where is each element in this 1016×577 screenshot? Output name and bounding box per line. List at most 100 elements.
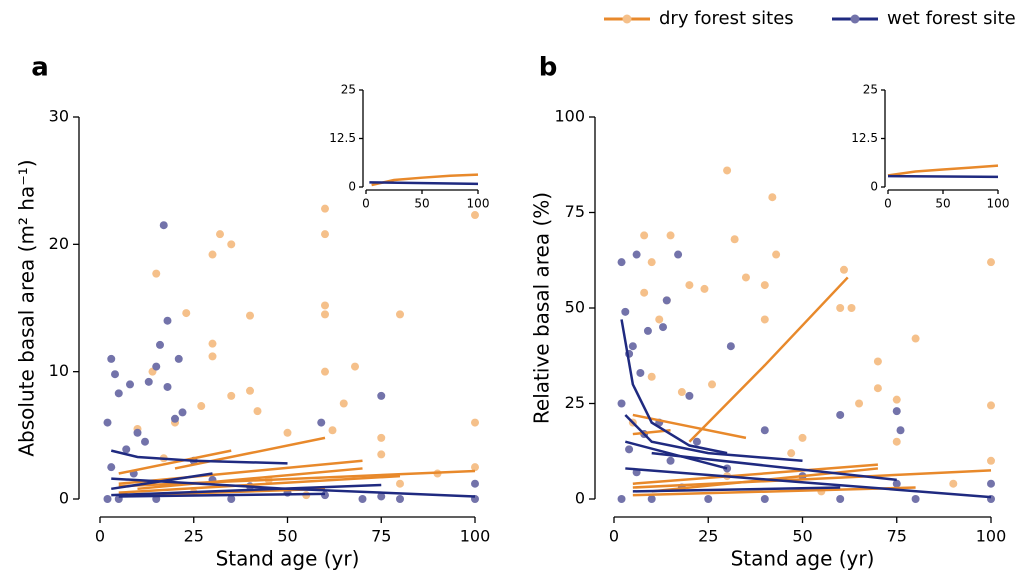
- y-axis-title: Absolute basal area (m² ha⁻¹): [15, 159, 39, 456]
- data-point: [836, 410, 845, 419]
- fit-line: [632, 486, 916, 497]
- data-point: [647, 495, 656, 503]
- fit-line: [632, 413, 747, 440]
- data-point: [182, 309, 191, 318]
- data-point: [208, 250, 217, 259]
- data-point: [659, 323, 668, 332]
- data-point: [227, 495, 236, 503]
- inset-y-tick-label: 25: [863, 83, 878, 97]
- data-point: [396, 310, 404, 319]
- data-point: [152, 269, 161, 278]
- x-tick-label: 25: [184, 527, 204, 546]
- x-axis-title: Stand age (yr): [731, 547, 875, 571]
- fit-line: [118, 459, 363, 485]
- data-point: [471, 211, 479, 220]
- data-point: [987, 456, 995, 465]
- data-point: [208, 352, 217, 361]
- data-point: [987, 258, 995, 267]
- data-point: [216, 230, 224, 239]
- data-point: [351, 362, 359, 371]
- data-point: [873, 384, 882, 393]
- y-tick-label: 30: [49, 107, 69, 126]
- data-point: [396, 495, 404, 503]
- data-point: [471, 479, 479, 488]
- data-point: [760, 495, 769, 503]
- data-point: [246, 386, 254, 395]
- data-point: [621, 307, 630, 316]
- data-point: [643, 326, 652, 335]
- data-point: [896, 426, 905, 435]
- fit-line: [118, 492, 326, 498]
- data-point: [471, 463, 479, 472]
- data-point: [156, 340, 164, 349]
- x-axis-title: Stand age (yr): [216, 547, 360, 571]
- data-point: [321, 204, 329, 213]
- data-point: [708, 380, 717, 389]
- data-point: [114, 389, 123, 398]
- data-point: [685, 391, 694, 400]
- data-point: [328, 426, 337, 435]
- data-point: [726, 342, 735, 351]
- data-point: [768, 193, 777, 202]
- data-point: [358, 495, 367, 503]
- fit-line: [118, 474, 401, 494]
- data-point: [787, 449, 796, 458]
- y-tick-label: 0: [575, 489, 585, 508]
- data-point: [208, 339, 217, 348]
- data-point: [144, 377, 153, 386]
- data-point: [107, 463, 116, 472]
- fit-line: [887, 164, 999, 177]
- data-point: [171, 414, 179, 423]
- data-point: [647, 258, 656, 267]
- data-point: [677, 388, 686, 397]
- data-point: [741, 273, 750, 282]
- data-point: [227, 240, 236, 249]
- inset-y-tick-label: 0: [870, 180, 878, 194]
- data-point: [617, 258, 626, 267]
- fit-line: [620, 319, 728, 455]
- data-point: [178, 408, 187, 417]
- data-point: [855, 399, 864, 408]
- inset-x-tick-label: 0: [362, 197, 370, 211]
- x-tick-label: 25: [698, 527, 718, 546]
- y-tick-label: 100: [554, 107, 585, 126]
- legend-label: wet forest sites: [887, 8, 1016, 29]
- data-point: [798, 433, 807, 442]
- y-tick-label: 0: [59, 489, 69, 508]
- data-point: [647, 372, 656, 381]
- data-point: [674, 250, 683, 259]
- fit-line: [625, 467, 992, 499]
- fit-line: [632, 486, 841, 493]
- data-point: [730, 235, 739, 244]
- data-point: [636, 368, 645, 377]
- inset-y-tick-label: 25: [341, 83, 356, 97]
- data-point: [396, 479, 404, 488]
- data-point: [253, 407, 262, 416]
- inset-x-tick-label: 50: [935, 197, 950, 211]
- data-point: [700, 284, 709, 293]
- data-point: [107, 354, 116, 363]
- data-point: [892, 479, 901, 488]
- data-point: [111, 370, 119, 379]
- y-tick-label: 75: [565, 202, 585, 221]
- data-point: [723, 166, 732, 175]
- data-point: [377, 433, 386, 442]
- data-point: [126, 380, 134, 389]
- data-point: [892, 437, 901, 446]
- data-point: [163, 382, 172, 391]
- data-point: [666, 231, 675, 240]
- data-point: [103, 495, 112, 503]
- data-point: [692, 437, 701, 446]
- fit-line: [111, 477, 476, 498]
- fit-line: [111, 483, 382, 497]
- data-point: [987, 401, 995, 410]
- fit-line: [632, 469, 992, 489]
- data-point: [163, 316, 172, 325]
- data-point: [987, 479, 995, 488]
- data-point: [892, 407, 901, 416]
- fit-line: [651, 451, 897, 482]
- x-tick-label: 50: [792, 527, 812, 546]
- data-point: [628, 342, 637, 351]
- inset-y-tick-label: 0: [348, 180, 356, 194]
